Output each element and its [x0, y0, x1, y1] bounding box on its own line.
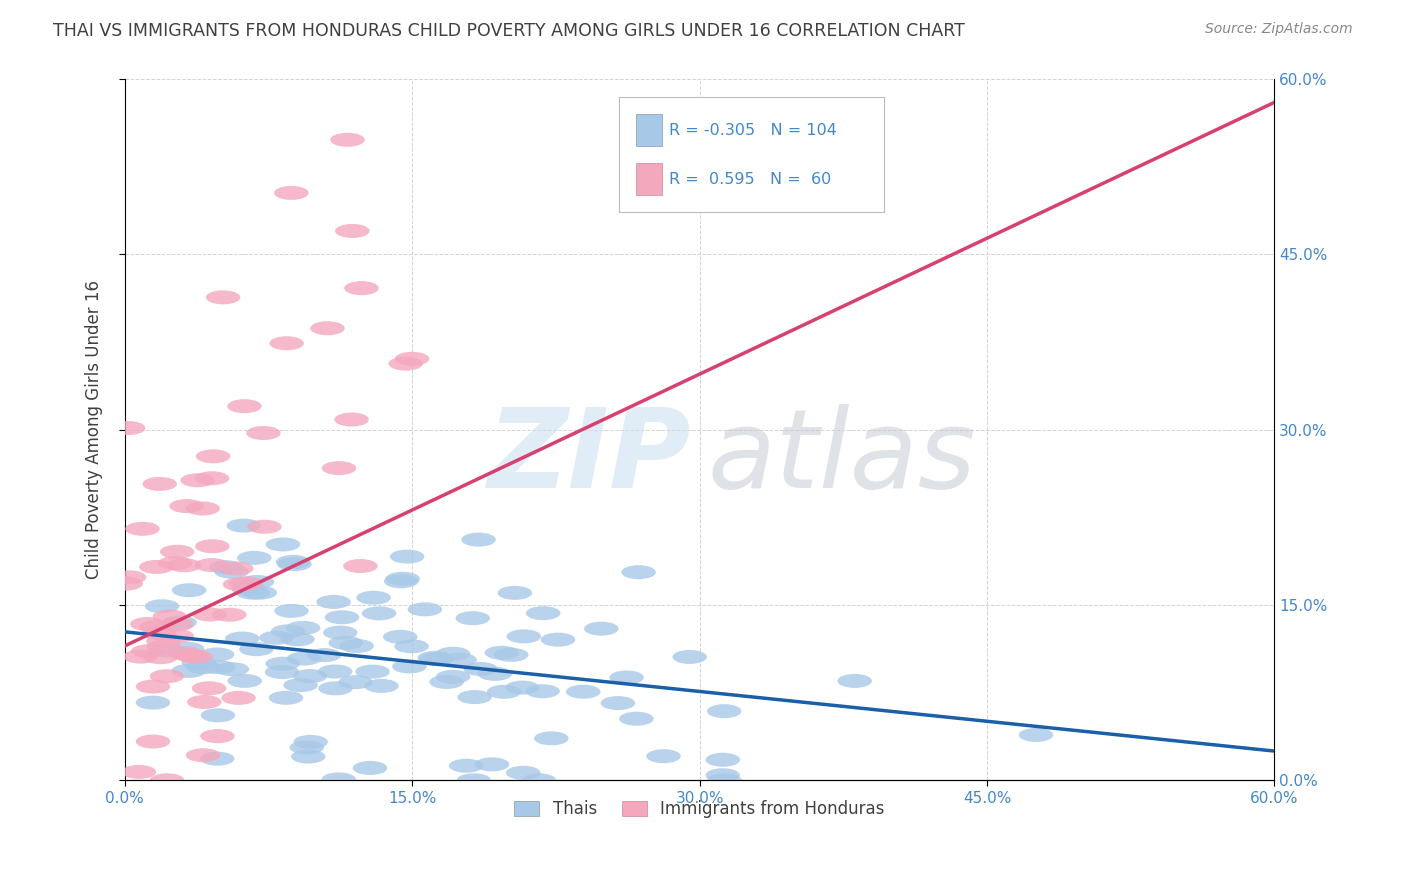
FancyBboxPatch shape [619, 96, 883, 212]
Text: ZIP: ZIP [488, 404, 692, 511]
Text: atlas: atlas [707, 404, 976, 511]
Text: R = -0.305   N = 104: R = -0.305 N = 104 [669, 123, 837, 137]
Text: R =  0.595   N =  60: R = 0.595 N = 60 [669, 172, 831, 186]
Bar [637, 163, 662, 194]
Bar [637, 114, 662, 145]
Text: THAI VS IMMIGRANTS FROM HONDURAS CHILD POVERTY AMONG GIRLS UNDER 16 CORRELATION : THAI VS IMMIGRANTS FROM HONDURAS CHILD P… [53, 22, 966, 40]
Text: Source: ZipAtlas.com: Source: ZipAtlas.com [1205, 22, 1353, 37]
Y-axis label: Child Poverty Among Girls Under 16: Child Poverty Among Girls Under 16 [86, 280, 103, 579]
Legend: Thais, Immigrants from Honduras: Thais, Immigrants from Honduras [508, 793, 891, 824]
